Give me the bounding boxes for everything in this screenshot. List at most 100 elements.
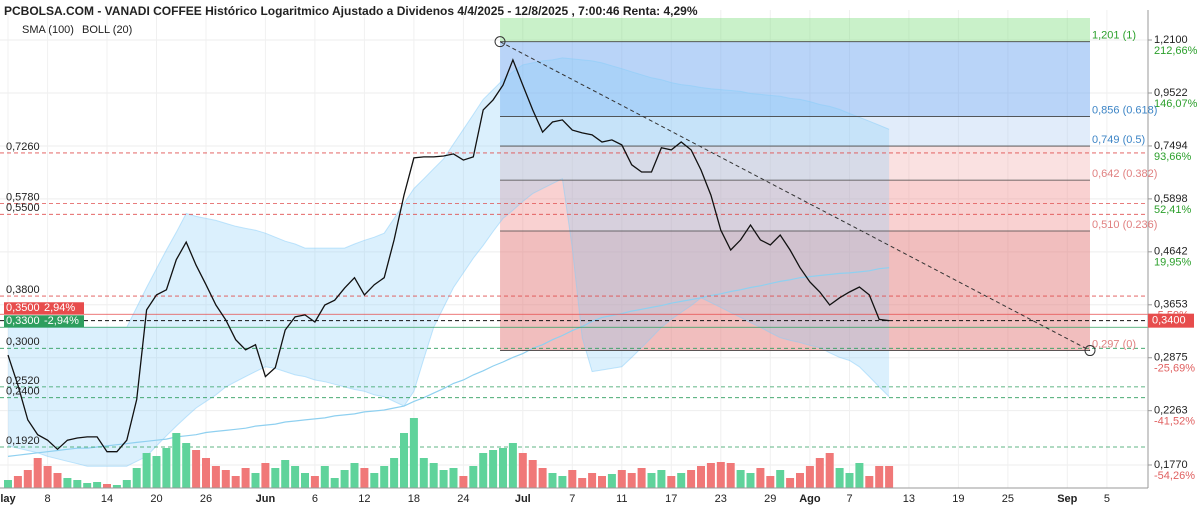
fib-label: 0,749 (0.5) bbox=[1092, 134, 1145, 146]
level-label: 0,3300 bbox=[6, 315, 40, 327]
y-tick-label: 0,5898 bbox=[1154, 193, 1188, 205]
y2-tick-label: -54,26% bbox=[1154, 470, 1195, 482]
volume-bar bbox=[211, 466, 220, 488]
volume-bar bbox=[350, 463, 359, 488]
x-tick-label: 19 bbox=[952, 493, 964, 505]
volume-bar bbox=[132, 468, 141, 488]
volume-bar bbox=[271, 468, 280, 488]
y-tick-label: 0,9522 bbox=[1154, 87, 1188, 99]
volume-bar bbox=[340, 470, 349, 488]
volume-bar bbox=[380, 466, 389, 488]
volume-bar bbox=[548, 473, 557, 488]
volume-bar bbox=[558, 476, 567, 488]
volume-bar bbox=[716, 462, 725, 488]
x-tick-label: Jul bbox=[515, 493, 531, 505]
x-tick-label: 24 bbox=[457, 493, 469, 505]
volume-bar bbox=[568, 470, 577, 488]
volume-bar bbox=[845, 473, 854, 488]
fib-band bbox=[500, 146, 1090, 181]
volume-bar bbox=[598, 476, 606, 488]
volume-bar bbox=[400, 433, 408, 488]
volume-bar bbox=[241, 468, 250, 488]
volume-bar bbox=[360, 468, 369, 488]
volume-bar bbox=[152, 456, 161, 488]
x-tick-label: 14 bbox=[101, 493, 113, 505]
x-tick-label: 17 bbox=[665, 493, 677, 505]
y-tick-label: 0,4642 bbox=[1154, 246, 1188, 258]
volume-bar bbox=[112, 485, 121, 488]
current-label: 0,3400 bbox=[1152, 315, 1186, 327]
x-tick-label: 8 bbox=[45, 493, 51, 505]
volume-bar bbox=[885, 466, 894, 488]
volume-bar bbox=[875, 466, 884, 488]
y-tick-label: 0,2263 bbox=[1154, 405, 1188, 417]
volume-bar bbox=[518, 453, 527, 488]
volume-bar bbox=[627, 473, 636, 488]
volume-bar bbox=[33, 458, 42, 488]
x-tick-label: 25 bbox=[1002, 493, 1014, 505]
volume-bar bbox=[419, 458, 428, 488]
volume-bar bbox=[370, 473, 379, 488]
volume-bar bbox=[657, 470, 666, 488]
y-tick-label: 0,7494 bbox=[1154, 140, 1188, 152]
volume-bar bbox=[43, 466, 52, 488]
fib-band bbox=[500, 180, 1090, 232]
boll-band-fill bbox=[8, 57, 890, 467]
x-tick-label: 7 bbox=[569, 493, 575, 505]
level-label: 0,3000 bbox=[6, 336, 40, 348]
volume-bar bbox=[637, 468, 646, 488]
level-label: 0,3800 bbox=[6, 284, 40, 296]
volume-bar bbox=[726, 463, 735, 488]
volume-bar bbox=[281, 460, 290, 488]
volume-bar bbox=[825, 453, 834, 488]
volume-bar bbox=[162, 448, 171, 488]
volume-bar bbox=[172, 433, 181, 488]
volume-bar bbox=[528, 460, 537, 488]
volume-bar bbox=[320, 466, 329, 488]
x-tick-label: Ago bbox=[799, 493, 821, 505]
x-tick-label: 26 bbox=[200, 493, 212, 505]
volume-bar bbox=[766, 476, 775, 488]
volume-bar bbox=[231, 476, 240, 488]
x-tick-label: 12 bbox=[358, 493, 370, 505]
x-tick-label: 23 bbox=[715, 493, 727, 505]
volume-bar bbox=[538, 468, 547, 488]
volume-bar bbox=[182, 443, 191, 488]
fib-band bbox=[500, 41, 1090, 117]
y2-tick-label: 93,66% bbox=[1154, 151, 1192, 163]
fib-anchor bbox=[1084, 345, 1096, 357]
volume-bar bbox=[142, 453, 151, 488]
boll-upper bbox=[8, 57, 890, 328]
legend-entry: BOLL (20) bbox=[82, 24, 132, 36]
y-tick-label: 0,1770 bbox=[1154, 459, 1188, 471]
volume-bar bbox=[13, 476, 22, 488]
fib-label: 0,510 (0.236) bbox=[1092, 219, 1157, 231]
volume-bar bbox=[251, 473, 260, 488]
volume-bar bbox=[53, 473, 62, 488]
volume-bar bbox=[697, 466, 705, 488]
volume-bar bbox=[429, 463, 438, 488]
volume-bar bbox=[835, 468, 844, 488]
fib-band bbox=[500, 116, 1090, 147]
volume-bar bbox=[796, 473, 804, 488]
volume-bar bbox=[291, 466, 300, 488]
level-tag-box bbox=[4, 315, 84, 328]
level-label: 0,5780 bbox=[6, 191, 40, 203]
volume-bar bbox=[103, 484, 111, 488]
y-tick-label: 0,3653 bbox=[1154, 299, 1188, 311]
volume-bar bbox=[756, 468, 765, 488]
y2-tick-label: 146,07% bbox=[1154, 98, 1198, 110]
boll-lower bbox=[7, 178, 890, 467]
volume-bar bbox=[677, 473, 686, 488]
level-label: 0,3500 bbox=[6, 302, 40, 314]
volume-bar bbox=[221, 470, 230, 488]
x-tick-label: 5 bbox=[1104, 493, 1110, 505]
volume-bar bbox=[578, 478, 587, 488]
level-label: 0,2520 bbox=[6, 375, 40, 387]
chart-title: PCBOLSA.COM - VANADI COFFEE Histórico Lo… bbox=[4, 4, 698, 18]
fib-label: 0,297 (0) bbox=[1092, 338, 1136, 350]
level-label: 0,7260 bbox=[6, 141, 40, 153]
